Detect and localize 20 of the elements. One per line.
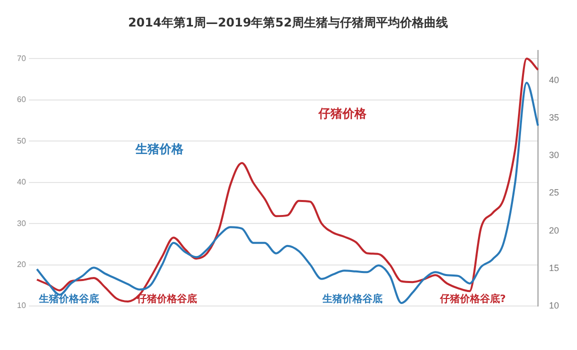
y-tick-label: 20 [16,260,26,269]
y2-tick-label: 15 [548,262,560,273]
annotation: 生猪价格谷底 [322,293,383,306]
y-tick-label: 30 [16,218,26,228]
y2-tick-label: 40 [548,74,560,85]
text: 仔猪价格 [318,106,368,120]
y2-tick-label: 10 [548,300,560,310]
chart-title: 2014年第1周—2019年第52周生猪与仔猪周平均价格曲线 [128,15,448,30]
annotation: 仔猪价格谷底? [438,293,506,306]
y2-tick-label: 30 [548,150,560,160]
y-tick-label: 70 [16,54,26,63]
y-tick-label: 50 [16,136,26,146]
y-tick-label: 60 [16,95,26,104]
y2-tick-label: 20 [548,225,560,236]
text: 生猪价格 [134,142,185,156]
y-tick-label: 10 [16,301,26,310]
y2-tick-label: 25 [548,188,560,198]
annotation: 生猪价格谷底 [38,293,99,306]
y-tick-label: 40 [16,178,26,187]
y2-tick-label: 35 [548,112,560,123]
